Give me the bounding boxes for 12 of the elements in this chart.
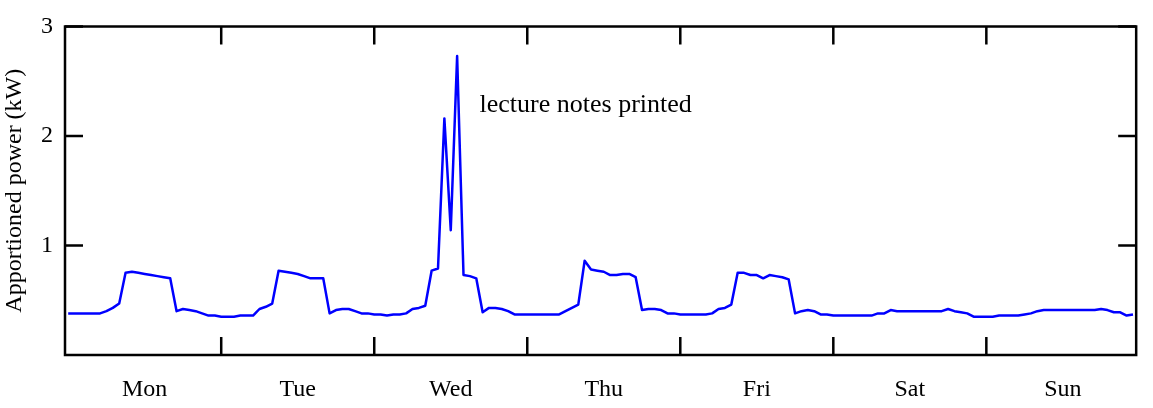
x-tick-label: Fri (742, 374, 772, 401)
annotation: lecture notes printed (479, 89, 692, 119)
x-tick-label: Mon (122, 374, 168, 401)
y-tick-label: 2 (41, 121, 53, 148)
x-tick-label: Sun (1044, 374, 1082, 401)
x-tick-label: Thu (584, 374, 624, 401)
x-tick-label: Tue (279, 374, 316, 401)
y-tick-label: 1 (41, 230, 53, 257)
x-tick-label: Sat (894, 374, 926, 401)
x-tick-label: Wed (429, 374, 473, 401)
y-tick-label: 3 (41, 11, 53, 38)
y-axis-title: Apportioned power (kW) (0, 68, 26, 313)
